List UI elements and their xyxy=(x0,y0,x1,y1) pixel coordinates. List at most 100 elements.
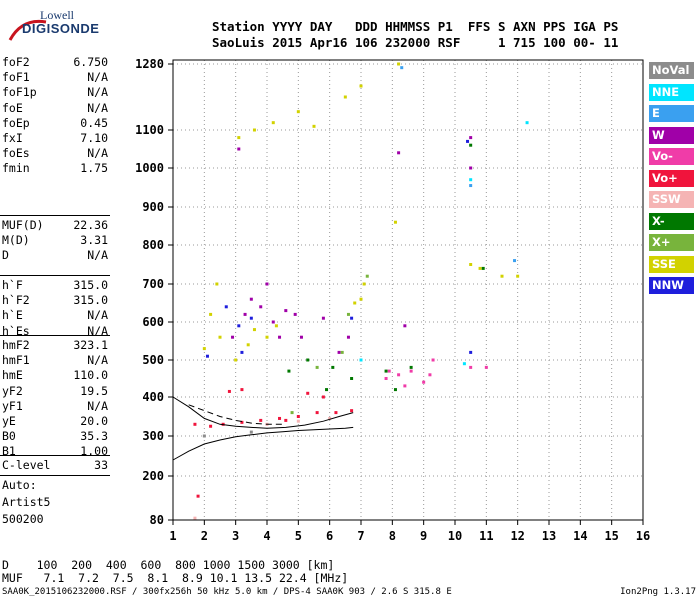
legend-ssw: SSW xyxy=(649,191,694,208)
param-row-hme: hmE 110.0 xyxy=(2,368,108,384)
param-value: 33 xyxy=(94,458,108,472)
data-point-sse xyxy=(215,282,219,286)
y-tick-label: 500 xyxy=(142,353,164,367)
data-point-sse xyxy=(202,347,206,351)
data-point-x- xyxy=(365,274,369,278)
data-point-x- xyxy=(315,365,319,369)
param-row-fxi: fxI 7.10 xyxy=(2,131,108,147)
chart-axes: 1 2 3 4 5 6 7 8 9 10 11 12 13 14 15 1680200300400500600… xyxy=(135,57,650,543)
param-label: foEs xyxy=(2,146,30,161)
data-point-x- xyxy=(346,312,350,316)
header-line1: Station YYYY DAY DDD HHMMSS P1 FFS S AXN… xyxy=(212,19,619,34)
data-point-x- xyxy=(290,411,294,415)
chart-grid xyxy=(172,60,644,521)
auto-line2: Artist5 xyxy=(2,495,51,509)
param-label: foF1p xyxy=(2,85,37,100)
data-point-w xyxy=(469,136,473,140)
logo-swoosh-icon xyxy=(8,19,47,41)
param-row-hmf1: hmF1 N/A xyxy=(2,353,108,369)
param-label: hmF1 xyxy=(2,353,30,368)
data-point-vo- xyxy=(209,424,213,428)
data-point-x- xyxy=(306,358,310,362)
param-divider xyxy=(0,475,110,476)
data-point-w xyxy=(469,166,473,170)
param-value: N/A xyxy=(87,248,108,263)
data-point-x- xyxy=(325,388,329,392)
param-value: 0.45 xyxy=(80,115,108,130)
data-point-w xyxy=(231,335,235,339)
data-point-sse xyxy=(359,84,363,88)
data-point-nnw xyxy=(466,139,470,143)
param-row-fof1p: foF1p N/A xyxy=(2,85,108,101)
data-point-vo- xyxy=(240,388,244,392)
param-label: foE xyxy=(2,100,23,115)
profile-curves xyxy=(172,396,354,461)
data-point-vo- xyxy=(469,365,473,369)
data-point-sse xyxy=(359,297,363,301)
param-label: yF1 xyxy=(2,398,23,413)
param-value: N/A xyxy=(87,353,108,368)
data-point-sse xyxy=(312,124,316,128)
data-point-sse xyxy=(362,282,366,286)
data-point-w xyxy=(346,335,350,339)
profile-curve-1 xyxy=(172,426,354,461)
y-tick-label: 800 xyxy=(142,238,164,252)
data-point-ssw xyxy=(328,416,332,420)
data-point-nnw xyxy=(249,316,253,320)
param-label: yF2 xyxy=(2,383,23,398)
x-tick-label: 3 xyxy=(232,529,239,543)
param-value: 315.0 xyxy=(73,293,108,308)
data-point-nnw xyxy=(224,305,228,309)
data-point-sse xyxy=(274,324,278,328)
data-point-vo- xyxy=(484,365,488,369)
param-label: foEp xyxy=(2,115,30,130)
param-label: yE xyxy=(2,414,16,428)
param-value: 110.0 xyxy=(73,368,108,383)
data-point-e xyxy=(513,259,517,263)
data-point-vo- xyxy=(193,422,197,426)
data-point-x- xyxy=(409,365,413,369)
x-tick-label: 5 xyxy=(295,529,302,543)
param-divider xyxy=(0,335,110,336)
data-point-sse xyxy=(469,263,473,266)
data-point-nne xyxy=(359,358,363,362)
param-value: 35.3 xyxy=(80,429,108,444)
param-label: fmin xyxy=(2,161,30,176)
data-point-vo- xyxy=(397,373,401,377)
data-point-sse xyxy=(478,266,482,270)
data-point-vo- xyxy=(334,411,338,415)
data-point-nne xyxy=(525,121,529,125)
param-value: 3.31 xyxy=(80,233,108,248)
y-tick-label: 300 xyxy=(142,429,164,443)
x-tick-label: 8 xyxy=(389,529,396,543)
param-label: hmF2 xyxy=(2,338,30,352)
param-label: D xyxy=(2,248,9,263)
data-point-nnw xyxy=(205,354,209,358)
data-point-vo- xyxy=(387,369,391,373)
param-label: B1 xyxy=(2,444,16,459)
param-value: N/A xyxy=(87,100,108,115)
data-point-x- xyxy=(393,388,397,392)
param-value: 7.10 xyxy=(80,131,108,145)
data-point-vo- xyxy=(384,377,388,380)
param-value: N/A xyxy=(87,308,108,323)
data-point-sse xyxy=(397,62,401,66)
plot-frame xyxy=(172,59,644,521)
data-point-x- xyxy=(481,266,485,270)
data-point-x- xyxy=(350,377,354,380)
x-tick-label: 6 xyxy=(326,529,333,543)
x-tick-label: 10 xyxy=(448,529,462,543)
x-tick-label: 2 xyxy=(201,529,208,543)
data-point-w xyxy=(237,147,241,151)
data-point-vo- xyxy=(227,389,231,393)
param-value: 323.1 xyxy=(73,338,108,352)
profile-curve-2 xyxy=(172,396,354,429)
data-point-nne xyxy=(469,178,473,182)
data-point-ssw xyxy=(193,516,197,520)
data-point-noval xyxy=(202,434,206,438)
legend-nnw: NNW xyxy=(649,277,694,294)
param-label: h`F2 xyxy=(2,293,30,308)
logo-line1: Lowell xyxy=(40,8,74,22)
x-tick-label: 7 xyxy=(357,529,364,543)
x-tick-label: 15 xyxy=(604,529,618,543)
